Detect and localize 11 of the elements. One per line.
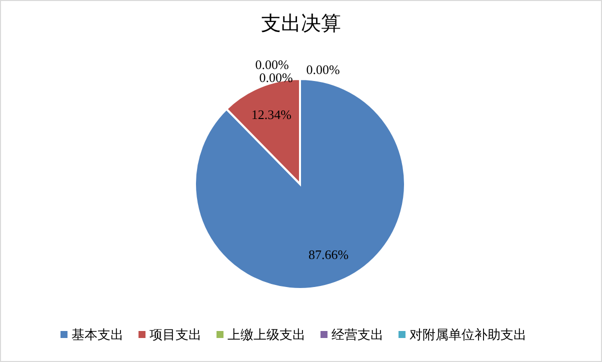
data-label: 12.34% [251, 107, 292, 122]
text: 0.00% [259, 70, 293, 85]
text: 0.00% [306, 62, 340, 77]
legend-label: 经营支出 [332, 327, 384, 342]
chart-title: 支出决算 [261, 13, 341, 35]
legend-label: 对附属单位补助支出 [410, 327, 526, 342]
legend-label: 基本支出 [72, 327, 124, 342]
data-label: 87.66% [308, 246, 349, 262]
legend-label: 项目支出 [150, 327, 202, 342]
legend-label: 上缴上级支出 [228, 327, 306, 342]
text: 0.00% [255, 57, 289, 72]
